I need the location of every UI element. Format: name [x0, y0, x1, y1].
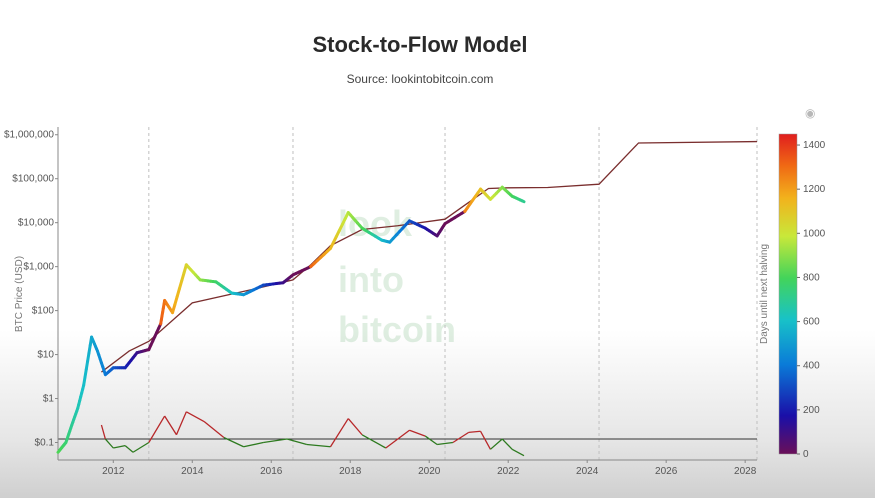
y-tick-label: $0.1 — [35, 438, 55, 449]
ratio-segment — [124, 445, 134, 453]
y-tick-label: $100 — [32, 306, 55, 317]
y-tick-label: $10,000 — [18, 218, 55, 229]
ratio-segment — [347, 418, 363, 436]
x-tick-label: 2024 — [576, 466, 599, 477]
ratio-segment — [361, 434, 387, 449]
colorbar-label: Days until next halving — [759, 244, 770, 344]
y-tick-label: $1 — [43, 394, 55, 405]
colorbar-tick-label: 800 — [803, 272, 820, 283]
ratio-segment — [186, 411, 205, 423]
y-tick-label: $1,000,000 — [4, 130, 54, 141]
ratio-segment — [203, 421, 225, 438]
ratio-segment — [263, 438, 288, 444]
price-series — [56, 185, 526, 454]
model-series — [101, 140, 758, 373]
colorbar-tick-label: 1200 — [803, 184, 826, 195]
ratio-segment — [409, 429, 426, 437]
grid-layer — [58, 127, 758, 460]
colorbar-tick-label: 600 — [803, 317, 820, 328]
ratio-series — [100, 411, 525, 457]
colorbar-tick-label: 1400 — [803, 140, 826, 151]
ratio-segment — [490, 438, 503, 450]
ratio-segment — [286, 438, 307, 446]
watermark-line2: into — [338, 259, 404, 300]
x-tick-label: 2014 — [181, 466, 204, 477]
colorbar-tick-label: 1000 — [803, 228, 826, 239]
x-tick-label: 2028 — [734, 466, 757, 477]
y-tick-label: $100,000 — [12, 174, 54, 185]
watermark-line3: bitcoin — [338, 309, 456, 350]
price-segment — [520, 199, 526, 204]
ratio-segment — [148, 415, 166, 443]
chart-title: Stock-to-Flow Model — [312, 32, 528, 57]
x-tick-label: 2018 — [339, 466, 362, 477]
ratio-segment — [501, 438, 513, 450]
colorbar-ticks: 0 200 400 600 800 1000 1200 1400 — [797, 140, 826, 460]
y-axis-label: BTC Price (USD) — [14, 256, 25, 332]
ratio-segment — [175, 411, 187, 436]
ratio-segment — [452, 431, 470, 444]
ratio-segment — [100, 424, 107, 440]
ratio-segment — [306, 443, 331, 448]
ratio-segment — [385, 429, 410, 449]
ratio-segment — [479, 430, 492, 450]
chart-subtitle: Source: lookintobitcoin.com — [346, 72, 494, 86]
colorbar: 0 200 400 600 800 1000 1200 1400 Days until nex… — [759, 133, 826, 460]
ratio-segment — [329, 418, 349, 448]
ratio-segment — [424, 435, 438, 446]
ratio-segment — [113, 444, 126, 449]
ratio-segment — [437, 441, 453, 446]
colorbar-tick-label: 200 — [803, 405, 820, 416]
colorbar-tick-label: 0 — [803, 449, 809, 460]
model-line — [101, 140, 758, 373]
y-axis-ticks: $0.1 $1 $10 $100 $1,000 $10,000 $100,000 $1,000… — [4, 130, 58, 449]
ratio-segment — [104, 438, 114, 449]
x-tick-label: 2012 — [102, 466, 125, 477]
ratio-segment — [132, 441, 150, 453]
axes — [57, 127, 757, 461]
colorbar-gradient — [778, 133, 798, 455]
colorbar-tick-label: 400 — [803, 361, 820, 372]
ratio-segment — [243, 441, 264, 448]
camera-icon[interactable]: ◉ — [805, 106, 816, 120]
y-tick-label: $1,000 — [23, 262, 54, 273]
y-tick-label: $10 — [37, 350, 54, 361]
ratio-segment — [223, 436, 244, 448]
x-tick-label: 2022 — [497, 466, 520, 477]
x-axis-ticks: 2012 2014 2016 2018 2020 2022 2024 2026 2028 — [102, 460, 757, 477]
x-tick-label: 2026 — [655, 466, 678, 477]
ratio-segment — [511, 448, 525, 457]
x-tick-label: 2016 — [260, 466, 283, 477]
watermark: look into bitcoin — [338, 203, 456, 350]
ratio-segment — [468, 430, 481, 434]
x-tick-label: 2020 — [418, 466, 441, 477]
ratio-segment — [164, 415, 178, 436]
